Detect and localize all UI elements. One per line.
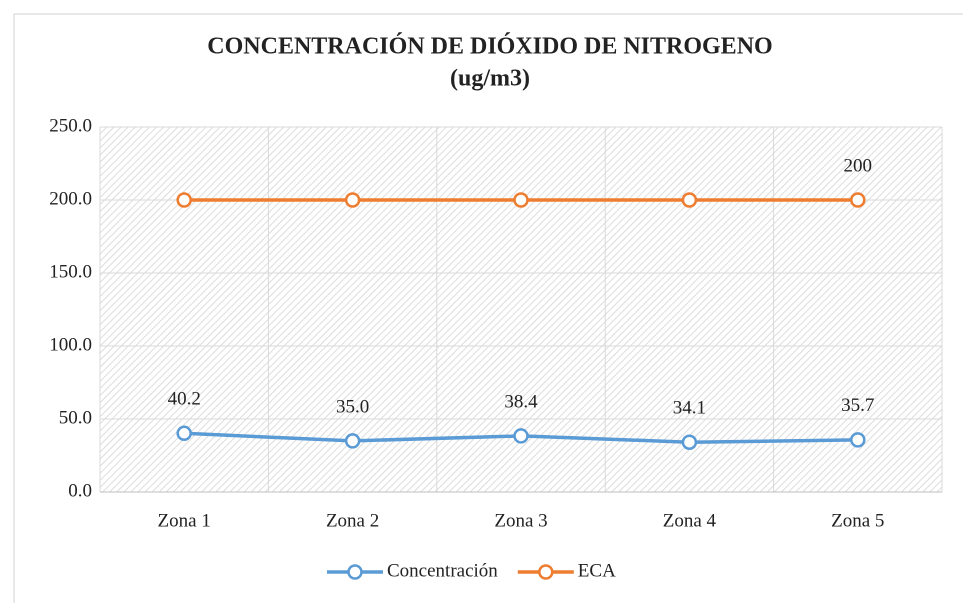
marker <box>850 192 866 208</box>
y-tick-label: 50.0 <box>59 407 92 428</box>
legend-marker <box>347 564 363 580</box>
chart-subtitle: (ug/m3) <box>450 66 530 92</box>
value-label: 35.7 <box>841 395 874 416</box>
marker <box>513 428 529 444</box>
value-label: 200 <box>844 155 873 176</box>
x-tick-label: Zona 3 <box>494 510 547 531</box>
marker <box>850 432 866 448</box>
marker <box>513 192 529 208</box>
y-tick-label: 200.0 <box>49 188 92 209</box>
value-label: 40.2 <box>168 389 201 410</box>
y-tick-label: 0.0 <box>68 480 92 501</box>
value-label: 35.0 <box>336 396 369 417</box>
y-tick-label: 250.0 <box>49 115 92 136</box>
legend-label: ECA <box>578 560 616 581</box>
legend-marker <box>538 564 554 580</box>
marker <box>344 192 361 208</box>
value-label: 38.4 <box>504 391 538 412</box>
x-tick-label: Zona 5 <box>831 510 884 531</box>
y-tick-label: 150.0 <box>49 261 92 282</box>
marker <box>681 434 698 450</box>
x-tick-label: Zona 4 <box>663 510 717 531</box>
marker <box>344 433 361 449</box>
value-label: 34.1 <box>673 398 706 419</box>
x-tick-label: Zona 1 <box>158 510 211 531</box>
marker <box>176 192 192 208</box>
y-tick-label: 100.0 <box>49 334 92 355</box>
legend-label: Concentración <box>387 560 498 581</box>
chart-title: CONCENTRACIÓN DE DIÓXIDO DE NITROGENO <box>207 33 772 60</box>
marker <box>176 425 192 442</box>
marker <box>681 192 698 208</box>
x-tick-label: Zona 2 <box>326 510 379 531</box>
